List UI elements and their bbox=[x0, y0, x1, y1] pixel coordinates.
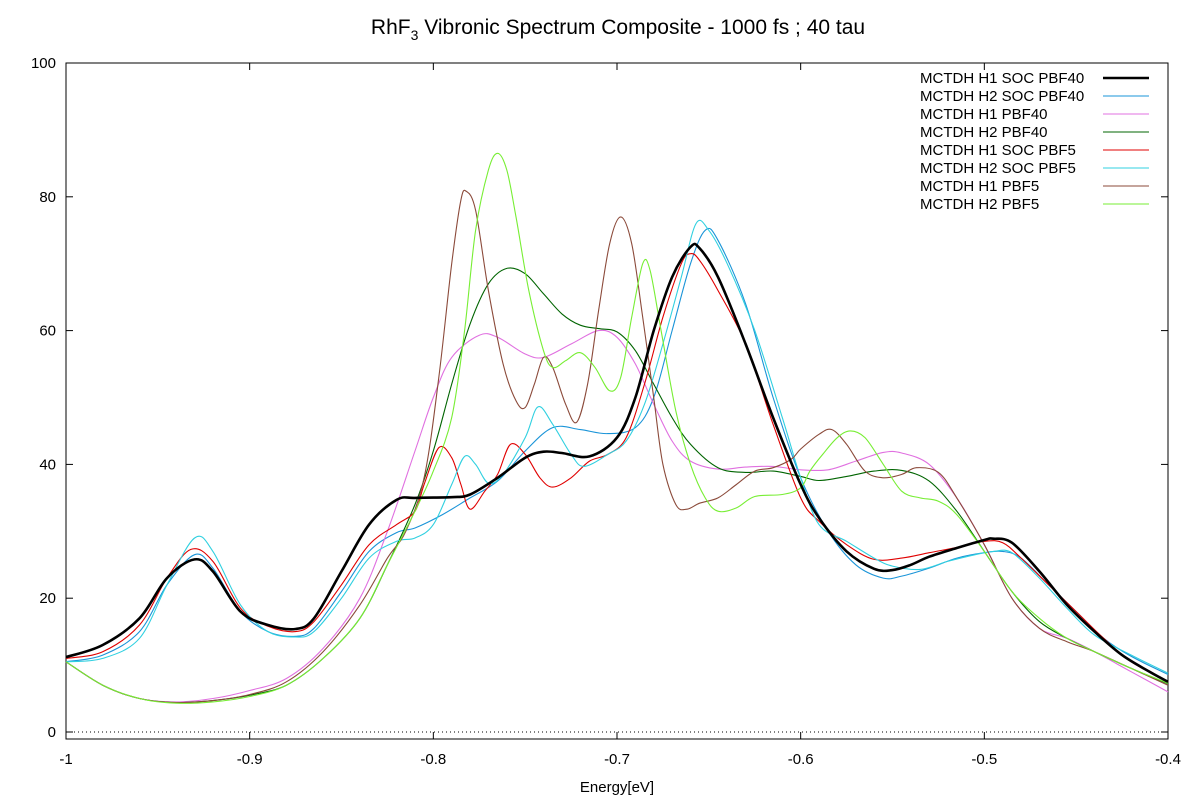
y-tick-label: 60 bbox=[39, 323, 56, 340]
x-tick-label: -0.8 bbox=[420, 751, 446, 768]
legend-label-mctdh-h2-pbf40: MCTDH H2 PBF40 bbox=[920, 124, 1048, 141]
legend-label-mctdh-h1-pbf40: MCTDH H1 PBF40 bbox=[920, 106, 1048, 123]
series-line-mctdh-h2-pbf40 bbox=[65, 267, 1169, 704]
chart-title-main: RhF bbox=[371, 16, 411, 39]
y-tick-label: 20 bbox=[39, 590, 56, 607]
x-tick-label: -1 bbox=[59, 751, 72, 768]
series-line-mctdh-h2-soc-pbf40 bbox=[65, 227, 1169, 675]
series-line-mctdh-h1-soc-pbf5 bbox=[65, 253, 1169, 683]
series-lines bbox=[65, 152, 1169, 704]
chart-title-subscript: 3 bbox=[411, 27, 419, 43]
y-tick-label: 0 bbox=[48, 724, 56, 741]
legend-label-mctdh-h1-pbf5: MCTDH H1 PBF5 bbox=[920, 178, 1039, 195]
series-line-mctdh-h2-pbf5 bbox=[65, 152, 1169, 704]
legend-label-mctdh-h2-soc-pbf40: MCTDH H2 SOC PBF40 bbox=[920, 88, 1084, 105]
chart-title-rest: Vibronic Spectrum Composite - 1000 fs ; … bbox=[418, 16, 865, 39]
series-line-mctdh-h1-soc-pbf40 bbox=[65, 242, 1169, 683]
x-axis-label: Energy[eV] bbox=[580, 779, 654, 796]
legend-label-mctdh-h2-pbf5: MCTDH H2 PBF5 bbox=[920, 196, 1039, 213]
legend-label-mctdh-h2-soc-pbf5: MCTDH H2 SOC PBF5 bbox=[920, 160, 1076, 177]
x-tick-label: -0.4 bbox=[1155, 751, 1181, 768]
y-tick-label: 40 bbox=[39, 456, 56, 473]
series-line-mctdh-h2-soc-pbf5 bbox=[65, 219, 1169, 674]
x-tick-label: -0.6 bbox=[788, 751, 814, 768]
x-tick-label: -0.9 bbox=[237, 751, 263, 768]
chart-title: RhF3 Vibronic Spectrum Composite - 1000 … bbox=[371, 16, 865, 43]
y-tick-label: 100 bbox=[31, 55, 56, 72]
series-line-mctdh-h1-pbf5 bbox=[65, 189, 1169, 704]
legend-label-mctdh-h1-soc-pbf40: MCTDH H1 SOC PBF40 bbox=[920, 70, 1084, 87]
legend-label-mctdh-h1-soc-pbf5: MCTDH H1 SOC PBF5 bbox=[920, 142, 1076, 159]
x-tick-label: -0.5 bbox=[971, 751, 997, 768]
y-tick-label: 80 bbox=[39, 189, 56, 206]
axis-ticks: -1 -0.9 -0.8 -0.7 -0.6 -0.5 -0.4 0 20 40 60 80 100 bbox=[31, 55, 1181, 768]
x-tick-label: -0.7 bbox=[604, 751, 630, 768]
